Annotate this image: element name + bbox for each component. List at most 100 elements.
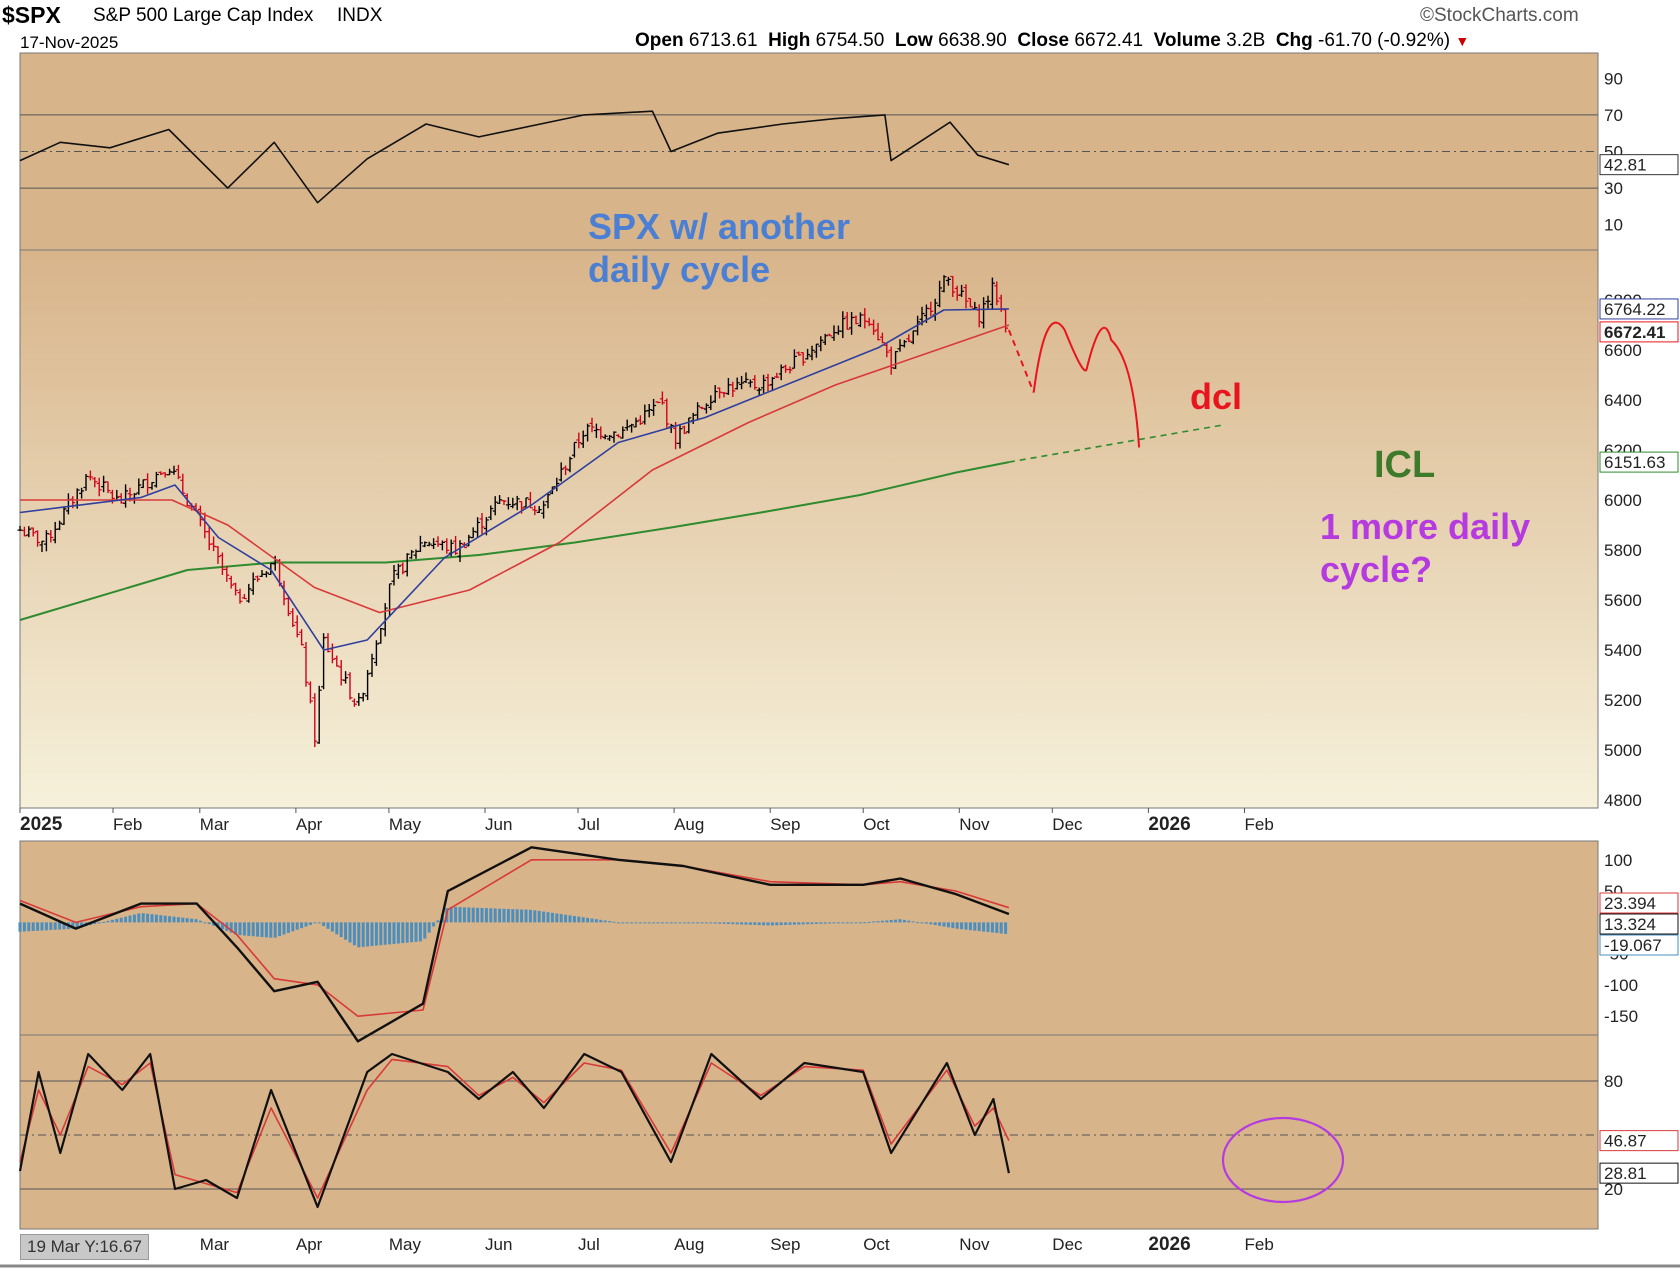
trend-extension-line bbox=[1008, 424, 1223, 463]
ppo-histogram-bar bbox=[207, 922, 211, 925]
ppo-histogram-bar bbox=[418, 922, 422, 942]
ppo-histogram-bar bbox=[810, 922, 814, 925]
ppo-tick-label: 100 bbox=[1604, 851, 1632, 870]
ppo-histogram-bar bbox=[797, 922, 801, 925]
ppo-histogram-bar bbox=[863, 922, 867, 924]
ppo-histogram-bar bbox=[946, 922, 950, 928]
ppo-histogram-bar bbox=[168, 916, 172, 923]
ppo-histogram-bar bbox=[885, 920, 889, 923]
open-value: 6713.61 bbox=[688, 30, 758, 51]
ppo-histogram-bar bbox=[634, 922, 638, 924]
sto-signal-line bbox=[19, 1058, 1010, 1199]
ppo-histogram-bar bbox=[251, 922, 255, 937]
x-tick-label: Jul bbox=[578, 815, 600, 834]
ppo-histogram-bar bbox=[924, 922, 928, 924]
ppo-histogram-bar bbox=[392, 922, 396, 944]
cursor-tooltip: 19 Mar Y:16.67 bbox=[20, 1234, 149, 1260]
sto-tick-label: 80 bbox=[1604, 1072, 1623, 1091]
ppo-histogram-bar bbox=[854, 922, 858, 924]
ohlc-bar: Open 6713.61 High 6754.50 Low 6638.90 Cl… bbox=[635, 30, 1469, 52]
ppo-histogram-bar bbox=[550, 912, 554, 923]
ppo-histogram-bar bbox=[370, 922, 374, 947]
ppo-histogram-bar bbox=[722, 922, 726, 924]
ppo-histogram-bar bbox=[608, 921, 612, 923]
ppo-histogram-bar bbox=[718, 922, 722, 924]
ppo-histogram-bar bbox=[938, 922, 942, 926]
ppo-histogram-bar bbox=[40, 922, 44, 931]
ppo-histogram-bar bbox=[146, 913, 150, 923]
price-value-label: 6151.63 bbox=[1604, 453, 1665, 472]
ppo-histogram-bar bbox=[709, 922, 713, 924]
ppo-histogram-bar bbox=[203, 922, 207, 924]
x-tick-label: Feb bbox=[1245, 815, 1274, 834]
sto-line bbox=[18, 1052, 1010, 1209]
x-tick-label: May bbox=[389, 815, 422, 834]
ppo-histogram-bar bbox=[264, 922, 268, 938]
ppo-histogram-bar bbox=[951, 922, 955, 929]
ppo-histogram-bar bbox=[621, 922, 625, 924]
x-tick-label-bottom: Oct bbox=[863, 1235, 890, 1254]
price-value-box bbox=[1599, 298, 1679, 320]
ppo-histogram-bar bbox=[93, 922, 97, 925]
ppo-histogram-bar bbox=[27, 922, 31, 932]
ppo-histogram-bar bbox=[58, 922, 62, 930]
ppo-line bbox=[19, 846, 1010, 1043]
ppo-histogram-bar bbox=[379, 922, 383, 946]
ppo-histogram-bar bbox=[1004, 922, 1008, 934]
ppo-histogram-bar bbox=[198, 920, 202, 923]
ppo-histogram-bar bbox=[128, 915, 132, 923]
ppo-histogram-bar bbox=[748, 922, 752, 925]
ppo-histogram-bar bbox=[396, 922, 400, 944]
price-value-label: 6672.41 bbox=[1604, 323, 1665, 342]
ppo-histogram-bar bbox=[357, 922, 361, 948]
open-label: Open bbox=[635, 30, 684, 51]
ppo-histogram-bar bbox=[141, 913, 145, 923]
ppo-histogram-bar bbox=[436, 920, 440, 923]
x-tick-label-bottom: Sep bbox=[770, 1235, 800, 1254]
rsi-tick-label: 10 bbox=[1604, 216, 1623, 235]
ppo-histogram-bar bbox=[704, 922, 708, 924]
price-value-box bbox=[1599, 451, 1679, 473]
ppo-histogram-bar bbox=[80, 922, 84, 928]
brand-label: ©StockCharts.com bbox=[1420, 5, 1579, 27]
ppo-histogram-bar bbox=[577, 916, 581, 923]
ppo-histogram-bar bbox=[124, 916, 128, 923]
ppo-histogram-bar bbox=[744, 922, 748, 925]
ppo-tick-label: -150 bbox=[1604, 1007, 1638, 1026]
ppo-histogram-bar bbox=[669, 922, 673, 924]
ppo-histogram-bar bbox=[823, 922, 827, 924]
price-tick-label: 5400 bbox=[1604, 641, 1642, 660]
x-tick-label: Dec bbox=[1052, 815, 1083, 834]
ppo-histogram-bar bbox=[102, 921, 106, 923]
projection-dashed bbox=[1007, 329, 1035, 393]
rsi-value-label: 42.81 bbox=[1604, 156, 1647, 175]
high-label: High bbox=[768, 30, 811, 51]
ppo-histogram-bar bbox=[986, 922, 990, 933]
ppo-histogram-bar bbox=[432, 922, 436, 927]
ppo-histogram-bar bbox=[713, 922, 717, 924]
ppo-histogram-bar bbox=[898, 919, 902, 923]
ppo-histogram-bar bbox=[53, 922, 57, 930]
ppo-histogram-bar bbox=[775, 922, 779, 926]
rsi-tick-label: 70 bbox=[1604, 106, 1623, 125]
sto-highlight-ellipse bbox=[1221, 1116, 1345, 1204]
rsi-value-box bbox=[1599, 154, 1679, 176]
ppo-tick-label: -100 bbox=[1604, 976, 1638, 995]
x-tick-label-bottom: Jul bbox=[578, 1235, 600, 1254]
ppo-histogram-bar bbox=[674, 922, 678, 924]
price-tick-label: 4800 bbox=[1604, 791, 1642, 810]
ppo-histogram-bar bbox=[682, 922, 686, 924]
ppo-histogram-bar bbox=[889, 919, 893, 923]
close-label: Close bbox=[1017, 30, 1070, 51]
x-tick-label: Feb bbox=[113, 815, 142, 834]
ppo-histogram-bar bbox=[867, 921, 871, 923]
price-tick-label: 6000 bbox=[1604, 491, 1642, 510]
ppo-histogram-bar bbox=[643, 922, 647, 924]
x-tick-label-bottom: Nov bbox=[959, 1235, 990, 1254]
ppo-histogram-bar bbox=[489, 908, 493, 923]
ppo-histogram-bar bbox=[242, 922, 246, 936]
x-tick-label: Aug bbox=[674, 815, 704, 834]
rsi-tick-label: 30 bbox=[1604, 179, 1623, 198]
ppo-histogram-bar bbox=[520, 909, 524, 923]
